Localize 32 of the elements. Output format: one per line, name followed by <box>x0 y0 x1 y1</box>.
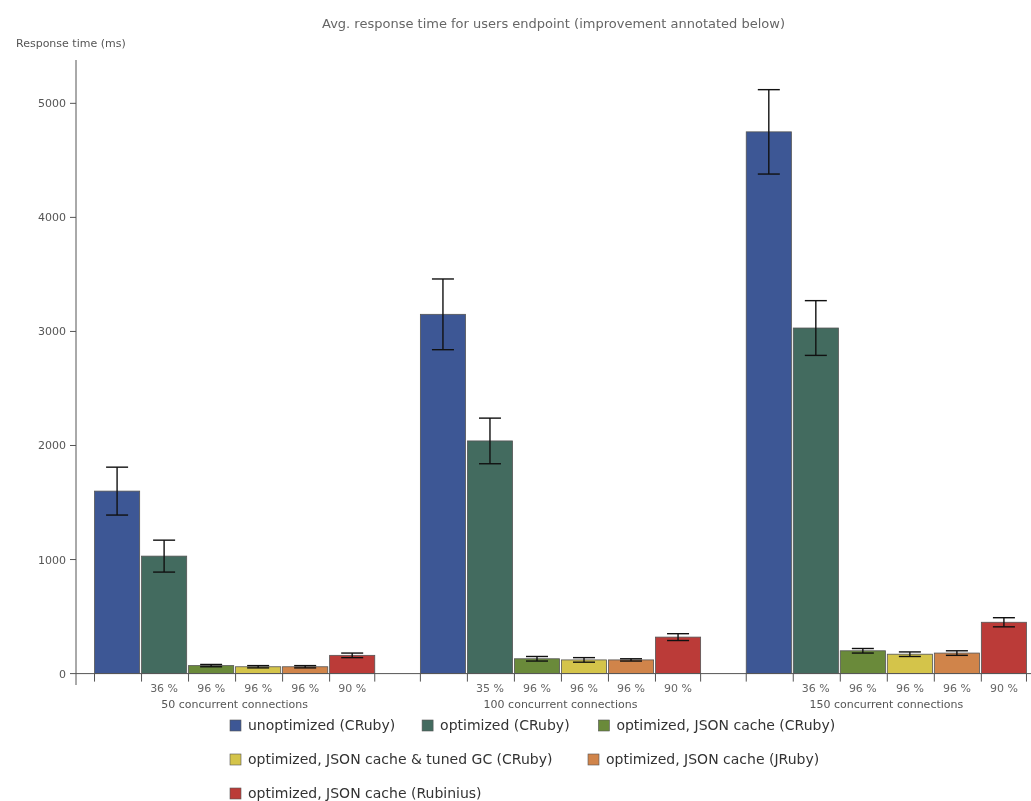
y-tick-label: 1000 <box>38 553 66 567</box>
annotation: 90 % <box>338 681 367 695</box>
annotation: 96 % <box>244 681 273 695</box>
annotation: 96 % <box>942 681 971 695</box>
y-tick-label: 3000 <box>38 325 66 339</box>
chart-title: Avg. response time for users endpoint (improvement annotated below) <box>322 16 785 31</box>
annotation: 90 % <box>664 681 693 695</box>
y-axis-title: Response time (ms) <box>16 37 126 50</box>
annotation: 96 % <box>570 681 598 695</box>
x-tick-label: 50 concurrent connections <box>161 697 309 711</box>
legend-label: optimized, JSON cache (CRuby) <box>616 717 836 733</box>
x-tick-label: 100 concurrent connections <box>483 697 638 711</box>
annotation: 90 % <box>989 681 1018 695</box>
annotation: 35 % <box>475 681 504 695</box>
y-tick-label: 2000 <box>38 439 66 453</box>
annotation: 96 % <box>895 681 924 695</box>
annotation: 96 % <box>291 681 320 695</box>
annotation: 36 % <box>801 681 830 695</box>
legend-label: unoptimized (CRuby) <box>248 717 396 733</box>
y-tick-label: 4000 <box>38 211 66 225</box>
legend-label: optimized, JSON cache (Rubinius) <box>248 785 482 801</box>
x-tick-label: 150 concurrent connections <box>809 697 964 711</box>
annotation: 96 % <box>617 681 646 695</box>
legend-label: optimized, JSON cache (JRuby) <box>606 751 820 767</box>
annotation: 96 % <box>197 681 226 695</box>
annotation: 96 % <box>848 681 877 695</box>
y-tick-label: 5000 <box>38 97 66 111</box>
y-tick-label: 0 <box>59 667 66 681</box>
annotation: 36 % <box>150 681 179 695</box>
legend-label: optimized (CRuby) <box>440 717 570 733</box>
annotation: 96 % <box>523 681 551 695</box>
legend-label: optimized, JSON cache & tuned GC (CRuby) <box>248 751 553 767</box>
